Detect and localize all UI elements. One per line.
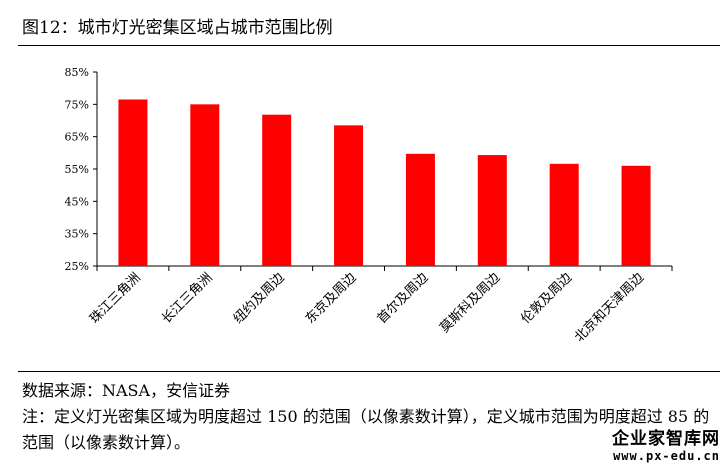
bar: [405, 153, 435, 266]
x-tick-label: 东京及周边: [303, 270, 360, 327]
source-line: 数据来源：NASA，安信证券: [22, 381, 231, 400]
watermark-url: www.px-edu.cn: [613, 449, 720, 463]
bottom-rule: [18, 371, 720, 372]
bar: [118, 99, 148, 266]
x-tick-label: 首尔及周边: [375, 270, 432, 327]
y-tick-label: 85%: [65, 66, 89, 79]
x-tick-label: 珠江三角洲: [87, 270, 144, 327]
bar: [549, 163, 579, 266]
footnote: 注：定义灯光密集区域为明度超过 150 的范围（以像素数计算），定义城市范围为明…: [22, 407, 710, 452]
x-tick-label: 纽约及周边: [231, 270, 288, 327]
y-tick-label: 75%: [65, 98, 89, 111]
y-tick-label: 45%: [65, 195, 89, 208]
x-tick-label: 北京和天津周边: [572, 270, 647, 345]
bar-chart: 25% 35% 45% 55% 65% 75% 85% 珠江三角洲 长江三角洲 纽约及周边 东京及…: [65, 66, 673, 346]
x-tick-label: 伦敦及周边: [518, 270, 575, 327]
bar: [190, 104, 220, 266]
bar: [477, 155, 507, 266]
y-tick-label: 65%: [65, 131, 89, 144]
y-tick-label: 55%: [65, 163, 89, 176]
x-tick-labels: 珠江三角洲 长江三角洲 纽约及周边 东京及周边 首尔及周边 莫斯科及周边 伦敦及周边北京和天…: [87, 270, 647, 346]
watermark-name: 企业家智库网: [612, 429, 720, 449]
bar: [262, 114, 292, 267]
y-tick-label: 35%: [65, 228, 89, 241]
y-tick-labels: 25% 35% 45% 55% 65% 75% 85%: [65, 66, 89, 273]
top-rule: [18, 45, 720, 46]
bar: [334, 125, 364, 266]
watermark-logo: 企业家智库网 www.px-edu.cn: [608, 424, 724, 463]
chart-axes: [93, 71, 673, 271]
chart-bars: [118, 99, 651, 267]
x-tick-label: 莫斯科及周边: [437, 270, 503, 336]
bar: [621, 165, 651, 266]
x-tick-label: 长江三角洲: [159, 270, 216, 327]
figure-title: 图12：城市灯光密集区域占城市范围比例: [22, 18, 333, 38]
y-tick-label: 25%: [65, 260, 89, 273]
